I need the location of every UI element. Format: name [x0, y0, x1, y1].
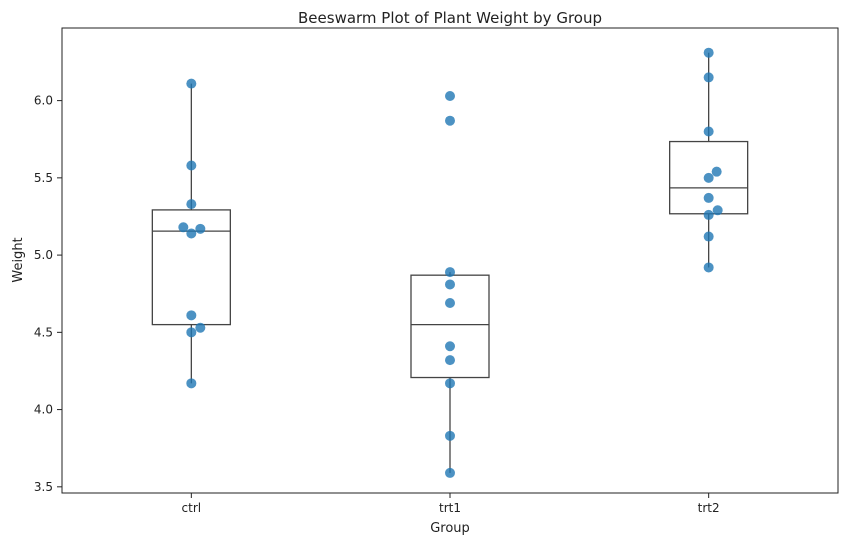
- data-point: [186, 228, 197, 239]
- data-point: [712, 205, 723, 216]
- data-point: [195, 223, 206, 234]
- data-point: [186, 310, 197, 321]
- y-tick-label: 5.5: [34, 171, 53, 185]
- data-point: [445, 90, 455, 101]
- data-point: [703, 47, 714, 58]
- data-point: [186, 78, 197, 89]
- data-point: [445, 355, 455, 366]
- axes-layer: 3.5 4.0 4.5 5.0 5.5 6.0 ctrl trt1 trt2: [34, 94, 720, 515]
- y-axis-label: Weight: [11, 237, 26, 282]
- data-point: [703, 126, 714, 137]
- box: [151, 209, 231, 326]
- x-tick-label: ctrl: [182, 501, 202, 515]
- data-point: [703, 172, 714, 183]
- data-point: [186, 160, 197, 171]
- points-layer: [178, 47, 723, 478]
- data-point: [178, 222, 189, 233]
- plot-frame: [61, 27, 839, 494]
- data-point: [445, 467, 455, 478]
- y-tick-label: 4.0: [34, 403, 53, 417]
- data-point: [703, 209, 714, 220]
- data-point: [195, 322, 206, 333]
- data-point: [711, 166, 722, 177]
- data-point: [445, 430, 455, 441]
- y-tick-label: 3.5: [34, 480, 53, 494]
- data-point: [445, 378, 455, 389]
- data-point: [703, 262, 714, 273]
- data-point: [186, 327, 197, 338]
- data-point: [445, 341, 455, 352]
- x-axis-label: Group: [430, 521, 470, 536]
- chart-title: Beeswarm Plot of Plant Weight by Group: [298, 9, 602, 27]
- data-point: [186, 378, 197, 389]
- box-layer: [151, 52, 749, 473]
- data-point: [445, 279, 455, 290]
- data-point: [703, 192, 714, 203]
- x-tick-label: trt2: [698, 501, 720, 515]
- data-point: [186, 199, 197, 210]
- data-point: [703, 231, 714, 242]
- data-point: [445, 297, 455, 308]
- y-tick-label: 6.0: [34, 94, 53, 108]
- data-point: [445, 267, 455, 278]
- data-point: [445, 115, 455, 126]
- y-tick-label: 5.0: [34, 248, 53, 262]
- x-tick-label: trt1: [439, 501, 461, 515]
- data-point: [703, 72, 714, 83]
- y-tick-label: 4.5: [34, 325, 53, 339]
